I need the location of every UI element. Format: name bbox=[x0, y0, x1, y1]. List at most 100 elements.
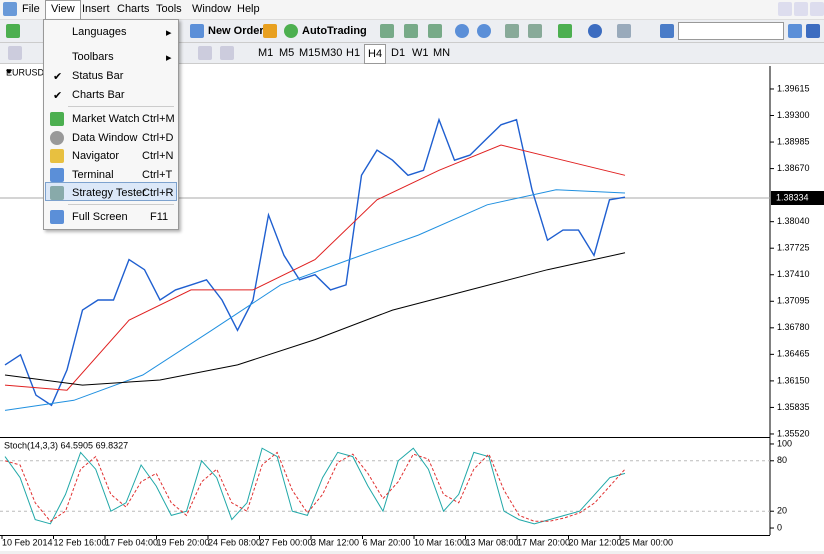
menu-option[interactable]: Data Window bbox=[72, 132, 138, 144]
timeframe-button[interactable]: M5 bbox=[279, 47, 295, 59]
y-tick-label: 1.39300 bbox=[777, 110, 810, 120]
menu-item[interactable]: Charts bbox=[117, 3, 150, 15]
shortcut: Ctrl+M bbox=[142, 113, 175, 125]
y-tick-label: 1.37410 bbox=[777, 269, 810, 279]
periods-button[interactable] bbox=[588, 24, 602, 38]
menu-option[interactable]: Toolbars bbox=[72, 51, 114, 63]
options-button[interactable] bbox=[660, 24, 674, 38]
shortcut: Ctrl+D bbox=[142, 132, 174, 144]
x-tick-label: 17 Mar 20:00 bbox=[517, 537, 570, 547]
menu-icon bbox=[50, 149, 64, 163]
menu-icon bbox=[50, 131, 64, 145]
y-tick-label: 80 bbox=[777, 455, 787, 465]
menu-option[interactable]: Terminal bbox=[72, 169, 114, 181]
x-tick-label: 19 Feb 20:00 bbox=[157, 537, 210, 547]
submenu-arrow: ▸ bbox=[166, 27, 172, 39]
menu-item[interactable]: Tools bbox=[156, 3, 182, 15]
community-button[interactable] bbox=[806, 24, 820, 38]
x-tick-label: 17 Feb 04:00 bbox=[105, 537, 158, 547]
zoom-out-button[interactable] bbox=[477, 24, 491, 38]
close-button[interactable] bbox=[810, 2, 824, 16]
candle-chart-button[interactable] bbox=[404, 24, 418, 38]
new-chart-button[interactable] bbox=[6, 24, 20, 38]
timeframe-button[interactable]: W1 bbox=[412, 47, 429, 59]
check-mark: ✔ bbox=[53, 71, 63, 83]
zoom-in-button[interactable] bbox=[455, 24, 469, 38]
x-tick-label: 27 Feb 00:00 bbox=[260, 537, 313, 547]
symbol-arrow bbox=[6, 70, 12, 74]
y-tick-label: 1.36780 bbox=[777, 322, 810, 332]
menu-item[interactable]: View bbox=[45, 0, 81, 21]
shortcut: Ctrl+N bbox=[142, 150, 174, 162]
menu-item[interactable]: Help bbox=[237, 3, 260, 15]
arrows-button[interactable] bbox=[220, 46, 234, 60]
timeframe-button[interactable]: M1 bbox=[258, 47, 274, 59]
x-tick-label: 3 Mar 12:00 bbox=[311, 537, 359, 547]
shortcut: Ctrl+R bbox=[142, 187, 174, 199]
y-tick-label: 1.36150 bbox=[777, 375, 810, 385]
stoch-line bbox=[4, 451, 626, 522]
stoch-line bbox=[4, 447, 626, 525]
menu-icon bbox=[50, 112, 64, 126]
separator bbox=[68, 204, 174, 205]
indicator-title: Stoch(14,3,3) 64.5905 69.8327 bbox=[4, 440, 128, 450]
y-tick-label: 20 bbox=[777, 506, 787, 516]
timeframe-button[interactable]: MN bbox=[433, 47, 451, 59]
current-price-box bbox=[771, 191, 824, 205]
autotrading-button[interactable]: AutoTrading bbox=[302, 25, 367, 37]
minimize-button[interactable] bbox=[778, 2, 792, 16]
toolbar: New Order AutoTrading bbox=[0, 20, 824, 43]
menu-option[interactable]: Navigator bbox=[72, 150, 120, 162]
price-line bbox=[4, 117, 626, 407]
search-button[interactable] bbox=[788, 24, 802, 38]
menu-option[interactable]: Full Screen bbox=[72, 211, 128, 223]
x-tick-label: 20 Mar 12:00 bbox=[569, 537, 622, 547]
y-tick-label: 1.37725 bbox=[777, 243, 810, 253]
chart-shift-button[interactable] bbox=[528, 24, 542, 38]
indicators-button[interactable] bbox=[558, 24, 572, 38]
timeframe-button[interactable]: H1 bbox=[346, 47, 361, 59]
timeframe-button-active[interactable]: H4 bbox=[364, 44, 387, 64]
y-tick-label: 100 bbox=[777, 438, 792, 448]
menu-item[interactable]: File bbox=[22, 3, 40, 15]
menu-option[interactable]: Status Bar bbox=[72, 70, 124, 82]
timeframe-button[interactable]: M15 bbox=[299, 47, 321, 59]
templates-button[interactable] bbox=[617, 24, 631, 38]
autoscroll-button[interactable] bbox=[505, 24, 519, 38]
menu-option[interactable]: Strategy Tester bbox=[72, 187, 146, 199]
y-tick-label: 1.35520 bbox=[777, 428, 810, 438]
price-line bbox=[4, 144, 626, 391]
symbol-title: EURUSD bbox=[6, 67, 45, 77]
y-tick-label: 1.38985 bbox=[777, 136, 810, 146]
x-tick-label: 6 Mar 20:00 bbox=[363, 537, 411, 547]
menu-item[interactable]: Insert bbox=[82, 3, 110, 15]
new-order-icon bbox=[190, 24, 204, 38]
autotrading-icon bbox=[284, 24, 298, 38]
cursor-button[interactable] bbox=[8, 46, 22, 60]
restore-button[interactable] bbox=[794, 2, 808, 16]
new-order-button[interactable]: New Order bbox=[208, 25, 264, 37]
menu-item[interactable]: Window bbox=[192, 3, 232, 15]
timeframe-button[interactable]: D1 bbox=[391, 47, 406, 59]
timeframe-toolbar: M1 M5 M15 M30 H1 H4 D1 W1 MN bbox=[0, 43, 824, 64]
x-tick-label: 13 Mar 08:00 bbox=[466, 537, 519, 547]
label-button[interactable] bbox=[198, 46, 212, 60]
menu-bar: File View Insert Charts Tools Window Hel… bbox=[0, 0, 824, 21]
bar-chart-button[interactable] bbox=[380, 24, 394, 38]
separator bbox=[68, 106, 174, 107]
y-tick-label: 1.38040 bbox=[777, 216, 810, 226]
menu-icon bbox=[50, 210, 64, 224]
timeframe-button[interactable]: M30 bbox=[321, 47, 343, 59]
menu-option[interactable]: Market Watch bbox=[72, 113, 140, 125]
line-chart-button[interactable] bbox=[428, 24, 442, 38]
x-tick-label: 25 Mar 00:00 bbox=[620, 537, 673, 547]
menu-highlight bbox=[45, 182, 177, 201]
menu-option[interactable]: Languages bbox=[72, 26, 127, 38]
y-tick-label: 1.39615 bbox=[777, 83, 810, 93]
menu-option[interactable]: Charts Bar bbox=[72, 89, 125, 101]
price-line bbox=[4, 252, 626, 386]
menu-icon bbox=[50, 168, 64, 182]
search-box[interactable] bbox=[678, 22, 784, 40]
expert-icon bbox=[263, 24, 277, 38]
y-tick-label: 0 bbox=[777, 522, 782, 532]
